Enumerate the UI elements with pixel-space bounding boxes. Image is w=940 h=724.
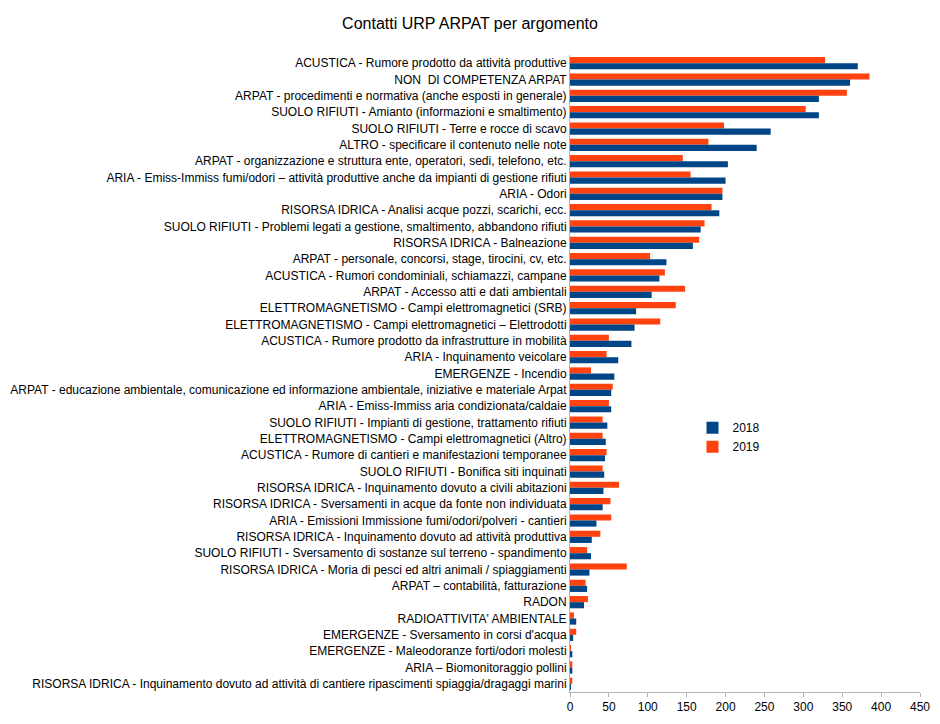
svg-text:ELETTROMAGNETISMO - Campi elet: ELETTROMAGNETISMO - Campi elettromagneti… (260, 432, 567, 446)
svg-text:SUOLO RIFIUTI - Problemi legat: SUOLO RIFIUTI - Problemi legati a gestio… (164, 220, 567, 234)
svg-text:2018: 2018 (733, 421, 760, 435)
svg-text:350: 350 (832, 700, 852, 714)
svg-text:ARIA - Inquinamento veicolare: ARIA - Inquinamento veicolare (405, 350, 567, 364)
svg-text:NON DI COMPETENZA ARPAT: NON DI COMPETENZA ARPAT (394, 73, 567, 87)
svg-text:ALTRO - specificare il contenu: ALTRO - specificare il contenuto nelle n… (339, 138, 567, 152)
svg-text:ACUSTICA - Rumore prodotto da: ACUSTICA - Rumore prodotto da infrastrut… (261, 334, 567, 348)
svg-text:SUOLO RIFIUTI - Bonifica siti: SUOLO RIFIUTI - Bonifica siti inquinati (360, 465, 567, 479)
svg-text:EMERGENZE - Sversamento in cor: EMERGENZE - Sversamento in corsi d'acqua (323, 628, 567, 642)
svg-text:RISORSA IDRICA - Moria di pesc: RISORSA IDRICA - Moria di pesci ed altri… (220, 563, 566, 577)
svg-text:400: 400 (871, 700, 891, 714)
svg-text:50: 50 (602, 700, 616, 714)
svg-text:SUOLO RIFIUTI - Amianto (infor: SUOLO RIFIUTI - Amianto (informazioni e … (271, 105, 566, 119)
svg-text:ARIA – Biomonitoraggio pollini: ARIA – Biomonitoraggio pollini (405, 661, 566, 675)
svg-text:300: 300 (793, 700, 813, 714)
svg-text:ARPAT - educazione ambientale,: ARPAT - educazione ambientale, comunicaz… (10, 383, 567, 397)
svg-text:200: 200 (716, 700, 736, 714)
svg-text:ARIA - Emissioni Immissione fu: ARIA - Emissioni Immissione fumi/odori/p… (269, 514, 566, 528)
svg-text:EMERGENZE - Maleodoranze forti: EMERGENZE - Maleodoranze forti/odori mol… (309, 644, 566, 658)
svg-text:RISORSA IDRICA - Inquinamento: RISORSA IDRICA - Inquinamento dovuto ad … (32, 677, 566, 691)
svg-text:ARIA - Odori: ARIA - Odori (499, 187, 566, 201)
svg-text:100: 100 (638, 700, 658, 714)
svg-text:ACUSTICA - Rumore prodotto da: ACUSTICA - Rumore prodotto da attività p… (295, 56, 567, 70)
svg-text:ELETTROMAGNETISMO - Campi elet: ELETTROMAGNETISMO - Campi elettromagneti… (260, 301, 567, 315)
svg-text:ARPAT - Accesso atti e dati am: ARPAT - Accesso atti e dati ambientali (363, 285, 566, 299)
svg-text:150: 150 (677, 700, 697, 714)
svg-text:ARIA - Emiss-Immiss aria condi: ARIA - Emiss-Immiss aria condizionata/ca… (319, 399, 567, 413)
svg-text:Contatti URP ARPAT per argomen: Contatti URP ARPAT per argomento (342, 15, 598, 32)
svg-text:SUOLO RIFIUTI - Terre e rocce: SUOLO RIFIUTI - Terre e rocce di scavo (351, 122, 566, 136)
svg-text:ACUSTICA - Rumori condominiali: ACUSTICA - Rumori condominiali, schiamaz… (265, 269, 567, 283)
svg-text:ARPAT – contabilità, fatturazi: ARPAT – contabilità, fatturazione (392, 579, 567, 593)
svg-text:250: 250 (754, 700, 774, 714)
svg-text:ARPAT - procedimenti e normati: ARPAT - procedimenti e normativa (anche … (235, 89, 567, 103)
svg-text:ELETTROMAGNETISMO - Campi elet: ELETTROMAGNETISMO - Campi elettromagneti… (225, 318, 566, 332)
svg-text:EMERGENZE - Incendio: EMERGENZE - Incendio (435, 367, 567, 381)
svg-text:RISORSA IDRICA - Inquinamento: RISORSA IDRICA - Inquinamento dovuto ad … (236, 530, 566, 544)
svg-text:2019: 2019 (733, 440, 760, 454)
svg-text:RISORSA IDRICA - Balneazione: RISORSA IDRICA - Balneazione (393, 236, 567, 250)
svg-text:SUOLO RIFIUTI - Sversamento di: SUOLO RIFIUTI - Sversamento di sostanze … (194, 546, 566, 560)
svg-text:ARPAT - personale, concorsi, s: ARPAT - personale, concorsi, stage, tiro… (293, 252, 567, 266)
svg-text:0: 0 (567, 700, 574, 714)
svg-text:ARIA - Emiss-Immiss fumi/odori: ARIA - Emiss-Immiss fumi/odori – attivit… (106, 171, 566, 185)
svg-text:RISORSA IDRICA - Sversamenti i: RISORSA IDRICA - Sversamenti in acque da… (213, 497, 567, 511)
svg-text:ACUSTICA - Rumore di cantieri: ACUSTICA - Rumore di cantieri e manifest… (241, 448, 567, 462)
svg-text:ARPAT - organizzazione e strut: ARPAT - organizzazione e struttura ente,… (195, 154, 567, 168)
svg-text:RISORSA IDRICA - Analisi acque: RISORSA IDRICA - Analisi acque pozzi, sc… (281, 203, 566, 217)
svg-text:450: 450 (910, 700, 930, 714)
svg-text:SUOLO RIFIUTI - Impianti di ge: SUOLO RIFIUTI - Impianti di gestione, tr… (269, 416, 566, 430)
svg-text:RADON: RADON (523, 595, 566, 609)
svg-text:RISORSA IDRICA - Inquinamento: RISORSA IDRICA - Inquinamento dovuto a c… (257, 481, 566, 495)
svg-text:RADIOATTIVITA' AMBIENTALE: RADIOATTIVITA' AMBIENTALE (398, 612, 567, 626)
